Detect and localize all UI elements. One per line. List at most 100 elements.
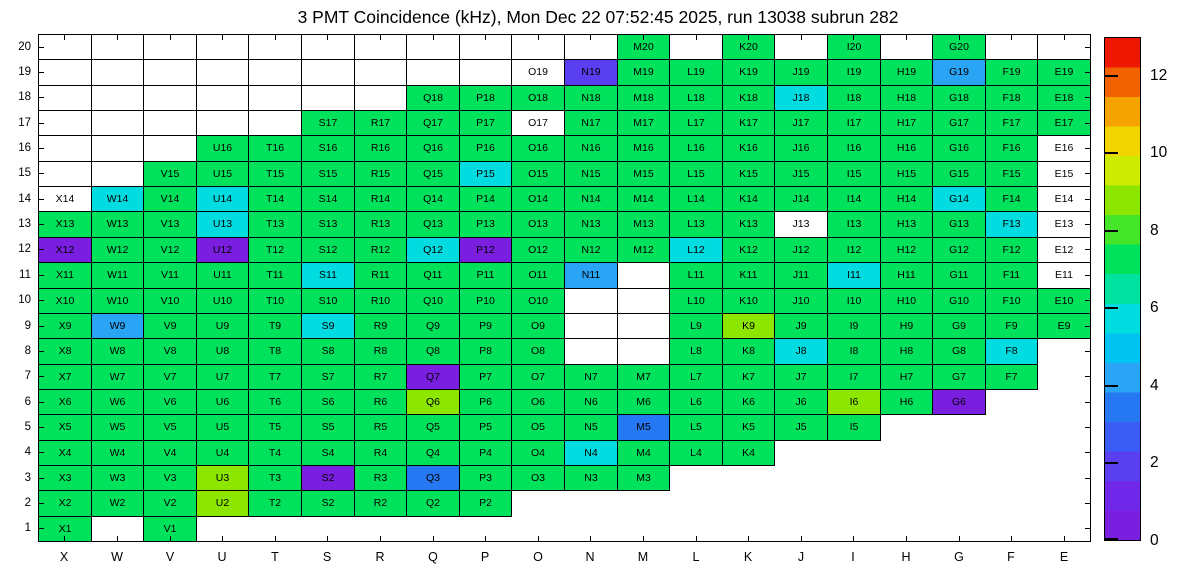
heatmap-cell: T13	[248, 211, 302, 238]
heatmap-cell: V15	[143, 161, 197, 187]
heatmap-cell	[38, 161, 92, 187]
heatmap-cell: G18	[932, 85, 986, 111]
heatmap-cell: E17	[1037, 110, 1091, 136]
heatmap-cell	[564, 34, 618, 60]
heatmap-cell: G9	[932, 313, 986, 339]
heatmap-cell: P8	[459, 338, 512, 365]
heatmap-cell: W2	[91, 490, 144, 517]
x-axis-label: J	[797, 550, 805, 564]
heatmap-cell: H17	[880, 110, 933, 136]
heatmap-cell: F13	[985, 211, 1038, 238]
heatmap-cell: J19	[774, 59, 828, 86]
heatmap-cell: G11	[932, 262, 986, 289]
heatmap-cell: K18	[722, 85, 775, 111]
heatmap-cell: M5	[617, 414, 670, 441]
heatmap-cell: U3	[196, 465, 249, 491]
heatmap-cell: R14	[354, 186, 407, 212]
axis-tick	[170, 536, 171, 541]
heatmap-cell: I7	[827, 364, 881, 390]
heatmap-cell: P3	[459, 465, 512, 491]
heatmap-cell: Q16	[406, 135, 460, 162]
axis-tick	[39, 249, 44, 250]
heatmap-cell: W9	[91, 313, 144, 339]
heatmap-cell: U2	[196, 490, 249, 517]
heatmap-cell: K7	[722, 364, 775, 390]
heatmap-cell: T15	[248, 161, 302, 187]
heatmap-cell: P6	[459, 389, 512, 415]
heatmap-cell: U9	[196, 313, 249, 339]
heatmap-cell	[38, 85, 92, 111]
axis-tick	[1085, 97, 1090, 98]
y-axis-label: 6	[24, 396, 31, 408]
y-axis-label: 14	[18, 193, 31, 205]
heatmap-cell	[564, 313, 618, 339]
heatmap-cell: G8	[932, 338, 986, 365]
heatmap-cell: I5	[827, 414, 881, 441]
heatmap-cell: L14	[669, 186, 723, 212]
heatmap-cell: S13	[301, 211, 355, 238]
axis-tick	[39, 224, 44, 225]
heatmap-cell	[354, 59, 407, 86]
heatmap-cell: T4	[248, 440, 302, 466]
axis-tick	[39, 427, 44, 428]
axis-tick	[1085, 376, 1090, 377]
heatmap-cell: L6	[669, 389, 723, 415]
heatmap-cell: H10	[880, 288, 933, 314]
heatmap-cell: S2	[301, 465, 355, 491]
heatmap-cell: V4	[143, 440, 197, 466]
colorbar-tick-label: 0	[1150, 532, 1159, 549]
heatmap-cell: V7	[143, 364, 197, 390]
heatmap-cell	[617, 288, 670, 314]
heatmap-cell: E10	[1037, 288, 1091, 314]
heatmap-cell: L4	[669, 440, 723, 466]
heatmap-cell: G17	[932, 110, 986, 136]
x-axis-label: S	[322, 550, 332, 564]
heatmap-cell: Q13	[406, 211, 460, 238]
axis-tick	[39, 452, 44, 453]
heatmap-cell: O11	[511, 262, 565, 289]
heatmap-cell: F10	[985, 288, 1038, 314]
heatmap-cell	[196, 85, 249, 111]
y-axis-label: 5	[24, 421, 31, 433]
heatmap-cell: R6	[354, 389, 407, 415]
heatmap-cell: Q7	[406, 364, 460, 390]
axis-tick	[117, 536, 118, 541]
heatmap-cell: L11	[669, 262, 723, 289]
x-axis-label: F	[1007, 550, 1015, 564]
axis-tick	[222, 536, 223, 541]
axis-tick	[696, 536, 697, 541]
axis-tick	[485, 35, 486, 40]
heatmap-cell	[564, 288, 618, 314]
heatmap-cell: N17	[564, 110, 618, 136]
heatmap-cell: M17	[617, 110, 670, 136]
heatmap-cell	[354, 85, 407, 111]
heatmap-cell: J14	[774, 186, 828, 212]
heatmap-cell: R12	[354, 237, 407, 263]
heatmap-cell: I11	[827, 262, 881, 289]
heatmap-cell: G14	[932, 186, 986, 212]
axis-tick	[39, 275, 44, 276]
heatmap-cell: I9	[827, 313, 881, 339]
x-axis-label: M	[637, 550, 649, 564]
heatmap-cell: Q18	[406, 85, 460, 111]
heatmap-cell: F9	[985, 313, 1038, 339]
heatmap-cell: N16	[564, 135, 618, 162]
heatmap-cell: L19	[669, 59, 723, 86]
heatmap-cell: V9	[143, 313, 197, 339]
heatmap-cell: J18	[774, 85, 828, 111]
heatmap-cell: H15	[880, 161, 933, 187]
colorbar-tick	[1105, 75, 1118, 77]
heatmap-cell: T6	[248, 389, 302, 415]
heatmap-cell: E11	[1037, 262, 1091, 289]
heatmap-cell: U4	[196, 440, 249, 466]
axis-tick	[117, 35, 118, 40]
heatmap-cell: H6	[880, 389, 933, 415]
axis-tick	[538, 536, 539, 541]
heatmap-cell: V6	[143, 389, 197, 415]
heatmap-cell	[91, 110, 144, 136]
x-axis-label: W	[111, 550, 123, 564]
x-axis-label: I	[851, 550, 855, 564]
heatmap-cell: W14	[91, 186, 144, 212]
y-axis-label: 16	[18, 142, 31, 154]
heatmap-cell: T16	[248, 135, 302, 162]
